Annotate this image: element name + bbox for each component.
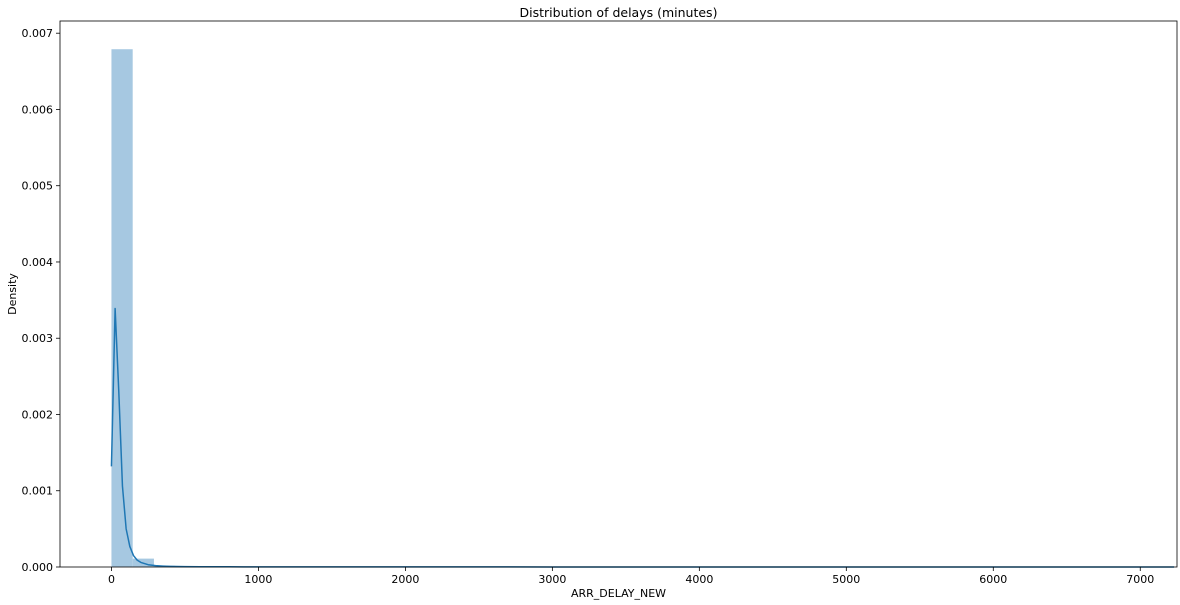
y-tick-label: 0.006: [22, 103, 54, 116]
y-tick-label: 0.001: [22, 485, 54, 498]
y-tick-label: 0.000: [22, 561, 54, 574]
x-tick-label: 3000: [538, 573, 566, 586]
x-tick-label: 5000: [832, 573, 860, 586]
y-tick-label: 0.004: [22, 256, 54, 269]
x-tick-label: 2000: [391, 573, 419, 586]
plot-frame: [59, 20, 1178, 568]
y-tick-label: 0.007: [22, 27, 54, 40]
x-axis-label: ARR_DELAY_NEW: [571, 587, 666, 600]
histogram-bar-0: [111, 49, 133, 567]
chart-title: Distribution of delays (minutes): [520, 5, 718, 20]
y-axis-label: Density: [6, 273, 19, 315]
x-tick-label: 1000: [244, 573, 272, 586]
x-tick-label: 0: [108, 573, 115, 586]
x-tick-label: 7000: [1126, 573, 1154, 586]
x-axis-ticks: 0 1000 2000 3000 4000 5000 6000 7000: [108, 567, 1154, 586]
y-tick-label: 0.005: [22, 180, 54, 193]
y-axis-ticks: 0.000 0.001 0.002 0.003 0.004 0.005 0.006 0.007: [22, 27, 60, 574]
y-tick-label: 0.002: [22, 408, 54, 421]
y-tick-label: 0.003: [22, 332, 54, 345]
x-tick-label: 4000: [685, 573, 713, 586]
x-tick-label: 6000: [979, 573, 1007, 586]
